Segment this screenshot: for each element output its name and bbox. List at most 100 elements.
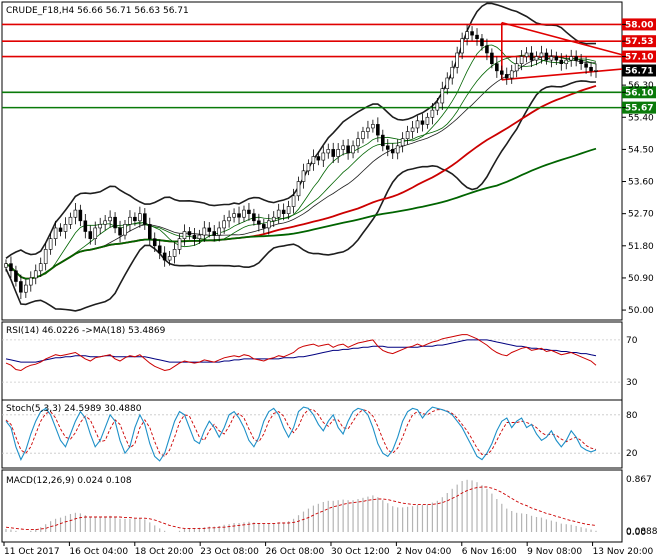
- candle-body: [162, 252, 167, 261]
- candle-body: [103, 220, 107, 225]
- bollinger-upper-line: [5, 2, 596, 259]
- candle-body: [9, 263, 13, 272]
- stoch-main-line: [5, 406, 597, 462]
- candle-body: [569, 56, 573, 61]
- bollinger-middle-line: [5, 55, 596, 280]
- candle-body: [574, 56, 578, 61]
- candle-body: [266, 220, 271, 229]
- candle-body: [460, 38, 464, 54]
- candle-body: [78, 209, 83, 222]
- sma-green-line: [5, 147, 597, 280]
- price-tick-label: 51.80: [628, 242, 654, 252]
- candle-body: [237, 213, 241, 218]
- candle-body: [157, 245, 162, 254]
- candle-body: [470, 31, 474, 36]
- candle-body: [63, 224, 68, 232]
- macd-label: MACD(12,26,9) 0.024 0.108: [6, 476, 132, 486]
- time-tick-label: 30 Oct 12:00: [331, 547, 390, 557]
- candle-body: [589, 66, 593, 72]
- candle-body: [58, 227, 63, 232]
- bollinger-lower-line: [5, 80, 597, 312]
- macd-zero-tick: 0.0888: [626, 527, 658, 537]
- pattern-lower-trendline: [501, 68, 623, 81]
- candle-body: [405, 131, 410, 139]
- candle-body: [395, 145, 400, 154]
- stoch-signal-line: [5, 409, 597, 458]
- price-tick-label: 54.50: [628, 145, 654, 155]
- level-price-box: [622, 50, 656, 63]
- candle-body: [14, 270, 18, 282]
- rsi-level-label: 30: [626, 378, 638, 388]
- candle-body: [98, 224, 102, 229]
- candle-body: [430, 109, 435, 118]
- candle-body: [519, 56, 524, 65]
- rsi-label: RSI(14) 46.0226 ->MA(18) 53.4869: [6, 326, 166, 336]
- candle-body: [281, 209, 286, 214]
- rsi-level-label: 70: [626, 336, 638, 346]
- time-tick-label: 26 Oct 08:00: [266, 547, 325, 557]
- rsi-panel: 70 30: [2, 334, 638, 388]
- candle-body: [336, 149, 340, 157]
- time-tick-label: 18 Oct 20:00: [135, 547, 194, 557]
- candle-body: [509, 70, 514, 79]
- candle-body: [207, 227, 212, 232]
- candle-body: [485, 45, 489, 54]
- stoch-level-label: 80: [626, 411, 638, 421]
- candle-body: [38, 263, 43, 272]
- candle-body: [385, 145, 390, 150]
- level-price-box: [622, 35, 656, 48]
- macd-signal-line: [5, 486, 597, 531]
- candlesticks: [4, 24, 598, 300]
- time-tick-label: 16 Oct 04:00: [69, 547, 128, 557]
- level-price-box: [622, 64, 656, 77]
- price-tick-label: 53.60: [628, 178, 654, 188]
- candle-body: [376, 124, 380, 136]
- candle-body: [415, 120, 420, 129]
- level-price-label: 55.67: [625, 104, 653, 114]
- candle-body: [534, 56, 539, 61]
- candle-body: [232, 213, 236, 218]
- candle-body: [212, 231, 217, 236]
- price-tick-label: 52.70: [628, 210, 654, 220]
- macd-pane-frame: [1, 469, 623, 543]
- candle-body: [83, 220, 88, 232]
- candle-body: [594, 70, 598, 72]
- price-tick-label: 50.90: [628, 274, 654, 284]
- level-price-box: [622, 86, 656, 99]
- candle-body: [133, 216, 137, 222]
- candle-body: [143, 213, 147, 225]
- candle-body: [252, 213, 256, 222]
- macd-top-tick: 0.867: [626, 475, 652, 485]
- candle-body: [123, 224, 127, 236]
- candle-body: [172, 249, 177, 257]
- candle-body: [341, 145, 345, 150]
- candle-body: [356, 138, 360, 147]
- candle-body: [152, 238, 157, 247]
- candle-body: [316, 156, 321, 161]
- time-tick-label: 6 Nov 16:00: [462, 547, 517, 557]
- candle-body: [410, 127, 415, 132]
- rsi-line: [5, 334, 597, 372]
- candle-body: [346, 145, 350, 154]
- macd-zero-tick-b: 0.00: [626, 528, 646, 538]
- candle-body: [351, 145, 355, 154]
- candle-body: [381, 134, 385, 147]
- level-price-label: 58.00: [625, 20, 653, 30]
- price-tick-label: 55.40: [628, 113, 654, 123]
- candle-body: [33, 270, 38, 279]
- candle-body: [73, 209, 78, 218]
- candle-body: [361, 131, 365, 139]
- candle-body: [301, 170, 306, 182]
- candle-body: [24, 284, 28, 293]
- candle-body: [495, 63, 499, 72]
- candle-body: [539, 52, 544, 57]
- candle-body: [227, 216, 231, 222]
- time-tick-label: 9 Nov 08:00: [527, 547, 582, 557]
- stoch-pane-frame: [1, 399, 623, 469]
- candle-body: [262, 224, 266, 229]
- candle-body: [202, 227, 207, 236]
- level-price-label: 56.10: [625, 88, 653, 98]
- candle-body: [529, 52, 534, 61]
